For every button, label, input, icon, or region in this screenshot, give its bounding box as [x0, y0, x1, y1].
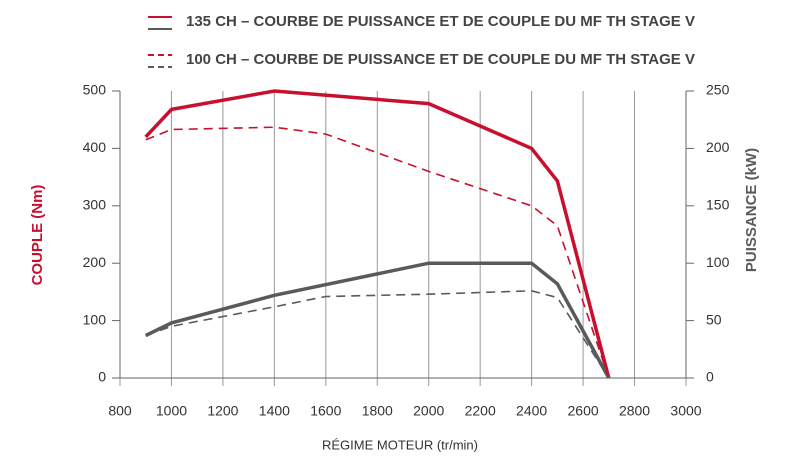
- x-tick-label: 1200: [207, 403, 238, 419]
- x-tick-label: 2600: [568, 403, 599, 419]
- legend-label: 135 CH – COURBE DE PUISSANCE ET DE COUPL…: [186, 13, 695, 30]
- y2-tick-label: 150: [706, 197, 730, 213]
- y2-axis-title: PUISSANCE (kW): [743, 148, 760, 272]
- series-line: [144, 89, 611, 379]
- x-tick-label: 1600: [310, 403, 341, 419]
- y-tick-label: 200: [83, 254, 107, 270]
- x-tick-label: 2800: [619, 403, 650, 419]
- y2-tick-label: 200: [706, 139, 730, 155]
- y-axis-title: COUPLE (Nm): [29, 185, 46, 286]
- y-tick-label: 300: [83, 197, 107, 213]
- y2-tick-label: 50: [706, 311, 722, 327]
- x-axis-title: RÉGIME MOTEUR (tr/min): [322, 437, 478, 452]
- x-tick-label: 2400: [516, 403, 547, 419]
- x-tick-label: 1000: [156, 403, 187, 419]
- x-tick-label: 1800: [362, 403, 393, 419]
- y-tick-label: 400: [83, 139, 107, 155]
- x-tick-label: 800: [108, 403, 132, 419]
- series-line: [144, 261, 611, 379]
- x-tick-label: 3000: [670, 403, 701, 419]
- x-tick-label: 1400: [259, 403, 290, 419]
- y-tick-label: 0: [98, 369, 106, 385]
- y-tick-label: 500: [83, 82, 107, 98]
- y-tick-label: 100: [83, 311, 107, 327]
- x-tick-label: 2000: [413, 403, 444, 419]
- y2-tick-label: 0: [706, 369, 714, 385]
- y2-tick-label: 100: [706, 254, 730, 270]
- series-line: [145, 126, 610, 379]
- legend-label: 100 CH – COURBE DE PUISSANCE ET DE COUPL…: [186, 51, 695, 68]
- x-tick-label: 2200: [465, 403, 496, 419]
- series-line: [145, 289, 610, 379]
- y2-tick-label: 250: [706, 82, 730, 98]
